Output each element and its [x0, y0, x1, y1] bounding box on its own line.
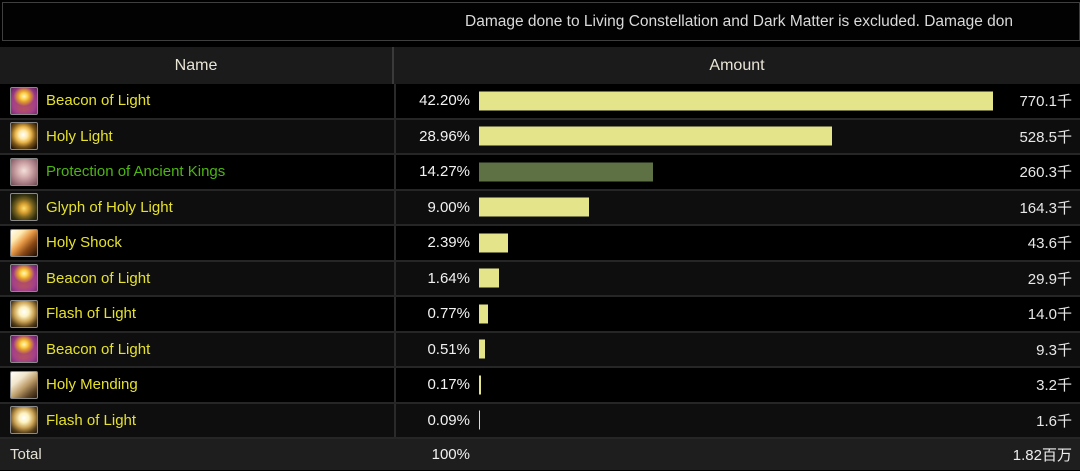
spell-cell: Beacon of Light: [10, 262, 150, 296]
amount-bar-fill: [479, 126, 832, 146]
table-body: Beacon of Light 42.20% 770.1千 Holy Light…: [0, 84, 1080, 439]
spell-cell: Glyph of Holy Light: [10, 191, 173, 225]
spell-icon[interactable]: [10, 193, 38, 222]
column-header-name[interactable]: Name: [0, 47, 394, 84]
percent-value: 0.77%: [427, 305, 470, 323]
exclusion-banner: Damage done to Living Constellation and …: [2, 2, 1080, 41]
percent-value: 42.20%: [419, 92, 470, 110]
table-row[interactable]: Flash of Light 0.09% 1.6千: [0, 403, 1080, 439]
amount-value: 770.1千: [1019, 93, 1072, 111]
total-amount: 1.82百万: [1012, 447, 1072, 464]
spell-name-link[interactable]: Flash of Light: [46, 305, 137, 323]
spell-icon[interactable]: [10, 335, 38, 364]
table-row[interactable]: Flash of Light 0.77% 14.0千: [0, 297, 1080, 333]
spell-cell: Beacon of Light: [10, 333, 150, 367]
spell-name-link[interactable]: Holy Shock: [46, 234, 122, 252]
amount-bar: [479, 91, 993, 111]
spell-name-link[interactable]: Holy Mending: [46, 376, 138, 394]
damage-table: Name Amount Beacon of Light 42.20% 770.1…: [0, 47, 1080, 470]
amount-value: 14.0千: [1027, 306, 1072, 324]
percent-value: 9.00%: [427, 198, 470, 216]
spell-cell: Flash of Light: [10, 297, 136, 331]
column-header-amount[interactable]: Amount: [709, 56, 765, 74]
spell-cell: Holy Light: [10, 120, 113, 154]
amount-bar-fill: [479, 233, 509, 253]
amount-bar: [479, 197, 993, 217]
table-row[interactable]: Beacon of Light 1.64% 29.9千: [0, 261, 1080, 297]
amount-bar: [479, 410, 993, 430]
spell-name-link[interactable]: Beacon of Light: [46, 92, 151, 110]
spell-icon[interactable]: [10, 86, 38, 115]
amount-value: 164.3千: [1019, 199, 1072, 217]
amount-bar: [479, 304, 993, 324]
spell-icon[interactable]: [10, 406, 38, 435]
spell-cell: Beacon of Light: [10, 84, 150, 118]
percent-value: 2.39%: [427, 234, 470, 252]
table-header: Name Amount: [0, 47, 1080, 84]
spell-name-link[interactable]: Glyph of Holy Light: [46, 198, 173, 216]
table-row[interactable]: Holy Light 28.96% 528.5千: [0, 119, 1080, 155]
amount-bar-fill: [479, 162, 653, 182]
exclusion-banner-text: Damage done to Living Constellation and …: [465, 12, 1013, 30]
amount-bar: [479, 162, 993, 182]
amount-bar: [479, 126, 993, 146]
spell-cell: Protection of Ancient Kings: [10, 155, 225, 189]
amount-value: 528.5千: [1019, 128, 1072, 146]
table-row[interactable]: Glyph of Holy Light 9.00% 164.3千: [0, 190, 1080, 226]
amount-value: 260.3千: [1019, 164, 1072, 182]
amount-bar-fill: [479, 304, 489, 324]
table-row[interactable]: Holy Mending 0.17% 3.2千: [0, 368, 1080, 404]
amount-value: 1.6千: [1036, 412, 1072, 430]
percent-value: 0.17%: [427, 376, 470, 394]
amount-bar-fill: [479, 339, 486, 359]
total-percent: 100%: [431, 446, 470, 463]
amount-bar: [479, 375, 993, 395]
amount-value: 29.9千: [1027, 270, 1072, 288]
spell-icon[interactable]: [10, 370, 38, 399]
amount-bar-fill: [479, 197, 589, 217]
percent-value: 0.51%: [427, 340, 470, 358]
percent-value: 1.64%: [427, 269, 470, 287]
amount-bar: [479, 268, 993, 288]
spell-icon[interactable]: [10, 228, 38, 257]
amount-value: 43.6千: [1027, 235, 1072, 253]
percent-value: 0.09%: [427, 411, 470, 429]
spell-cell: Holy Mending: [10, 368, 138, 402]
spell-name-link[interactable]: Protection of Ancient Kings: [46, 163, 226, 181]
percent-value: 28.96%: [419, 127, 470, 145]
spell-name-link[interactable]: Holy Light: [46, 127, 113, 145]
table-row[interactable]: Beacon of Light 42.20% 770.1千: [0, 84, 1080, 120]
table-row[interactable]: Protection of Ancient Kings 14.27% 260.3…: [0, 155, 1080, 191]
spell-cell: Flash of Light: [10, 404, 136, 438]
total-row: Total 100% 1.82百万: [0, 439, 1080, 470]
percent-value: 14.27%: [419, 163, 470, 181]
amount-bar-fill: [479, 410, 481, 430]
amount-bar-fill: [479, 375, 482, 395]
spell-icon[interactable]: [10, 122, 38, 151]
amount-value: 3.2千: [1036, 377, 1072, 395]
amount-bar-fill: [479, 268, 499, 288]
spell-icon[interactable]: [10, 264, 38, 293]
spell-name-link[interactable]: Beacon of Light: [46, 340, 151, 358]
amount-value: 9.3千: [1036, 341, 1072, 359]
amount-bar: [479, 339, 993, 359]
table-row[interactable]: Holy Shock 2.39% 43.6千: [0, 226, 1080, 262]
table-row[interactable]: Beacon of Light 0.51% 9.3千: [0, 332, 1080, 368]
spell-icon[interactable]: [10, 157, 38, 186]
spell-cell: Holy Shock: [10, 226, 122, 260]
spell-name-link[interactable]: Flash of Light: [46, 411, 137, 429]
spell-icon[interactable]: [10, 299, 38, 328]
amount-bar-fill: [479, 91, 993, 111]
total-label: Total: [10, 446, 42, 463]
amount-bar: [479, 233, 993, 253]
spell-name-link[interactable]: Beacon of Light: [46, 269, 151, 287]
